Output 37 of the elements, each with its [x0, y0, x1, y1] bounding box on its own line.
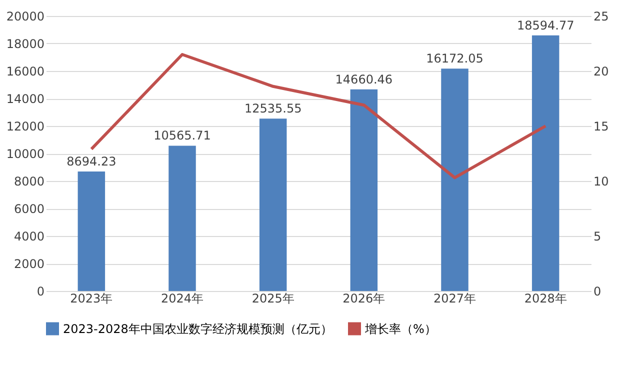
y2-tick-label: 5	[594, 230, 602, 244]
data-label: 12535.55	[244, 102, 302, 116]
x-tick-label: 2028年	[524, 292, 567, 306]
x-tick-label: 2024年	[160, 292, 204, 306]
y-tick-label: 10000	[6, 147, 44, 161]
bar	[350, 89, 378, 291]
bar	[532, 35, 560, 291]
y-tick-label: 8000	[14, 174, 44, 188]
data-label: 18594.77	[516, 18, 574, 32]
data-label: 10565.71	[154, 128, 211, 143]
y-tick-label: 14000	[6, 92, 44, 106]
legend-label: 2023-2028年中国农业数字经济规模预测（亿元）	[63, 322, 332, 336]
y2-tick-label: 25	[594, 10, 609, 24]
y-tick-label: 16000	[6, 64, 44, 78]
data-label: 16172.05	[426, 52, 484, 66]
x-tick-label: 2027年	[433, 292, 476, 306]
bar	[259, 118, 287, 291]
x-tick-label: 2025年	[252, 292, 294, 306]
y-tick-label: 12000	[6, 120, 44, 134]
x-tick-label: 2023年	[70, 292, 113, 306]
y2-tick-label: 10	[594, 174, 609, 188]
legend-label: 增长率（%）	[364, 322, 436, 336]
bar	[78, 171, 106, 291]
y-tick-label: 20000	[6, 10, 44, 24]
y2-tick-label: 0	[594, 284, 602, 298]
data-label: 8694.23	[66, 154, 116, 168]
y-tick-label: 18000	[6, 37, 44, 51]
y-tick-label: 0	[36, 284, 44, 298]
data-label: 14660.46	[335, 72, 393, 86]
bar	[441, 68, 468, 291]
y2-tick-label: 20	[594, 64, 609, 78]
y-tick-label: 6000	[14, 202, 44, 216]
y2-tick-label: 15	[594, 120, 609, 134]
bar	[168, 146, 196, 291]
y-tick-label: 2000	[14, 257, 44, 271]
y-tick-label: 4000	[14, 230, 44, 244]
x-tick-label: 2026年	[342, 292, 386, 306]
